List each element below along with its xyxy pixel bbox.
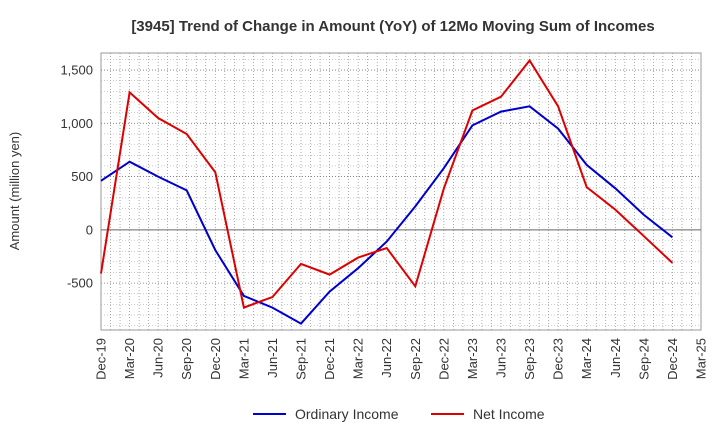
- x-tick-label: Mar-24: [579, 338, 594, 379]
- x-tick-label: Mar-25: [694, 338, 709, 379]
- y-tick-label: 1,000: [60, 116, 93, 131]
- x-tick-label: Mar-20: [122, 338, 137, 379]
- x-tick-label: Mar-22: [351, 338, 366, 379]
- y-axis: 1,500 1,000 500 0 -500: [60, 63, 93, 291]
- x-tick-label: Dec-23: [551, 338, 566, 380]
- y-tick-label: 0: [86, 222, 93, 237]
- x-tick-label: Dec-21: [322, 338, 337, 380]
- x-tick-label: Dec-20: [208, 338, 223, 380]
- x-tick-label: Jun-23: [494, 338, 509, 378]
- y-tick-label: 1,500: [60, 63, 93, 78]
- x-tick-label: Dec-22: [436, 338, 451, 380]
- legend: Ordinary Income Net Income: [253, 406, 545, 422]
- x-tick-label: Jun-21: [265, 338, 280, 378]
- y-axis-label: Amount (million yen): [7, 132, 22, 251]
- x-tick-label: Sep-20: [179, 338, 194, 380]
- legend-label-ordinary-income: Ordinary Income: [295, 406, 399, 422]
- x-tick-label: Mar-21: [236, 338, 251, 379]
- chart-title: [3945] Trend of Change in Amount (YoY) o…: [131, 18, 654, 35]
- plot-frame: [101, 53, 701, 330]
- x-tick-label: Sep-24: [636, 338, 651, 380]
- x-tick-label: Dec-19: [94, 338, 109, 380]
- chart: [3945] Trend of Change in Amount (YoY) o…: [0, 0, 720, 440]
- x-tick-label: Jun-22: [379, 338, 394, 378]
- x-tick-label: Sep-21: [294, 338, 309, 380]
- x-tick-label: Jun-24: [608, 338, 623, 378]
- x-tick-label: Dec-24: [665, 338, 680, 380]
- x-tick-label: Sep-22: [408, 338, 423, 380]
- x-tick-label: Jun-20: [151, 338, 166, 378]
- legend-label-net-income: Net Income: [473, 406, 545, 422]
- y-tick-label: -500: [67, 276, 93, 291]
- plot-area: [101, 53, 701, 330]
- x-tick-label: Sep-23: [522, 338, 537, 380]
- x-tick-label: Mar-23: [465, 338, 480, 379]
- x-axis: Dec-19 Mar-20 Jun-20 Sep-20 Dec-20 Mar-21 Jun-…: [94, 338, 709, 380]
- y-tick-label: 500: [71, 169, 93, 184]
